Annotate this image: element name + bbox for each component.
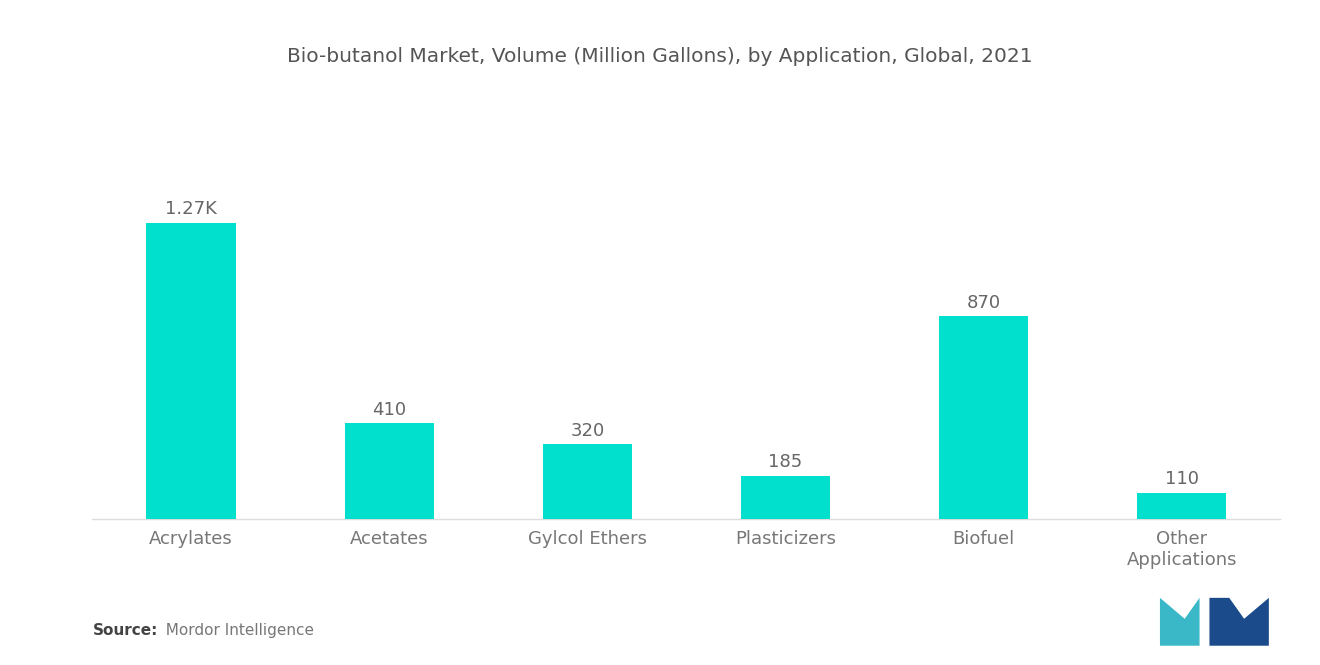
Bar xyxy=(939,316,1028,519)
Text: Bio-butanol Market, Volume (Million Gallons), by Application, Global, 2021: Bio-butanol Market, Volume (Million Gall… xyxy=(288,47,1032,66)
Text: Source:: Source: xyxy=(92,623,158,638)
Text: Mordor Intelligence: Mordor Intelligence xyxy=(156,623,314,638)
Text: 410: 410 xyxy=(372,400,407,419)
Text: 320: 320 xyxy=(570,422,605,440)
Bar xyxy=(1138,493,1226,519)
Bar xyxy=(345,423,434,519)
Text: 110: 110 xyxy=(1164,470,1199,488)
Bar xyxy=(147,223,235,519)
Text: 870: 870 xyxy=(966,293,1001,311)
Text: 185: 185 xyxy=(768,453,803,471)
Bar xyxy=(741,475,830,519)
Bar xyxy=(543,444,632,519)
Text: 1.27K: 1.27K xyxy=(165,200,216,218)
